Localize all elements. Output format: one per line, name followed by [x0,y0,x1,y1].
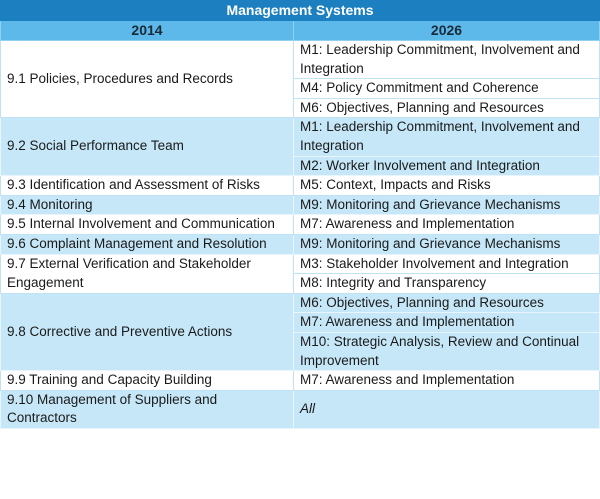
table-row: M10: Strategic Analysis, Review and Cont… [1,331,600,372]
module-2026: M9: Monitoring and Grievance Mechanisms [293,194,600,216]
table-row: 9.6 Complaint Management and Resolution M… [0,233,600,255]
clause-2014: 9.5 Internal Involvement and Communicati… [0,214,294,235]
table-row: M6: Objectives, Planning and Resources [1,97,600,119]
module-2026: M6: Objectives, Planning and Resources [293,97,600,119]
table-row: 9.3 Identification and Assessment of Ris… [0,175,600,196]
module-2026: M2: Worker Involvement and Integration [293,155,600,177]
table-row: 9.10 Management of Suppliers and Contrac… [0,389,600,429]
module-2026: All [293,389,600,429]
clause-2014: 9.8 Corrective and Preventive Actions [0,292,294,372]
table-row: 9.7 External Verification and Stakeholde… [0,253,600,294]
clause-2014: 9.2 Social Performance Team [0,117,294,177]
table-row: M2: Worker Involvement and Integration [1,155,600,177]
management-systems-table: Management Systems 2014 2026 9.1 Policie… [0,0,600,429]
module-2026: M1: Leadership Commitment, Involvement a… [293,117,600,157]
module-2026: M4: Policy Commitment and Coherence [293,78,600,99]
module-2026: M7: Awareness and Implementation [293,370,600,391]
table-row: 9.4 Monitoring M9: Monitoring and Grievan… [0,194,600,216]
table-row: M7: Awareness and Implementation [1,312,600,333]
clause-2014: 9.4 Monitoring [0,194,294,216]
clause-2014: 9.7 External Verification and Stakeholde… [0,253,294,294]
module-2026: M7: Awareness and Implementation [293,312,600,333]
clause-2014: 9.10 Management of Suppliers and Contrac… [0,389,294,429]
table-title: Management Systems [0,0,600,21]
clause-2014: 9.9 Training and Capacity Building [0,370,294,391]
column-header-2026: 2026 [293,20,600,41]
module-2026: M8: Integrity and Transparency [293,273,600,294]
clause-2014: 9.6 Complaint Management and Resolution [0,233,294,255]
table-row: M4: Policy Commitment and Coherence [1,78,600,99]
module-2026: M3: Stakeholder Involvement and Integrat… [293,253,600,275]
table-row: 9.2 Social Performance Team M1: Leadershi… [0,117,600,177]
module-2026: M1: Leadership Commitment, Involvement a… [293,39,600,80]
module-2026: M6: Objectives, Planning and Resources [293,292,600,314]
column-header-2014: 2014 [0,20,294,41]
module-2026: M9: Monitoring and Grievance Mechanisms [293,233,600,255]
table-row: 9.9 Training and Capacity Building M7: Aw… [0,370,600,391]
table-row: 9.5 Internal Involvement and Communicati… [0,214,600,235]
module-2026: M7: Awareness and Implementation [293,214,600,235]
module-2026: M10: Strategic Analysis, Review and Cont… [293,331,600,372]
clause-2014: 9.3 Identification and Assessment of Ris… [0,175,294,196]
table-row: 9.1 Policies, Procedures and Records M1: … [0,39,600,119]
table-row: 9.8 Corrective and Preventive Actions M6:… [0,292,600,372]
table-body: 9.1 Policies, Procedures and Records M1: … [0,39,600,429]
clause-2014: 9.1 Policies, Procedures and Records [0,39,294,119]
module-2026: M5: Context, Impacts and Risks [293,175,600,196]
